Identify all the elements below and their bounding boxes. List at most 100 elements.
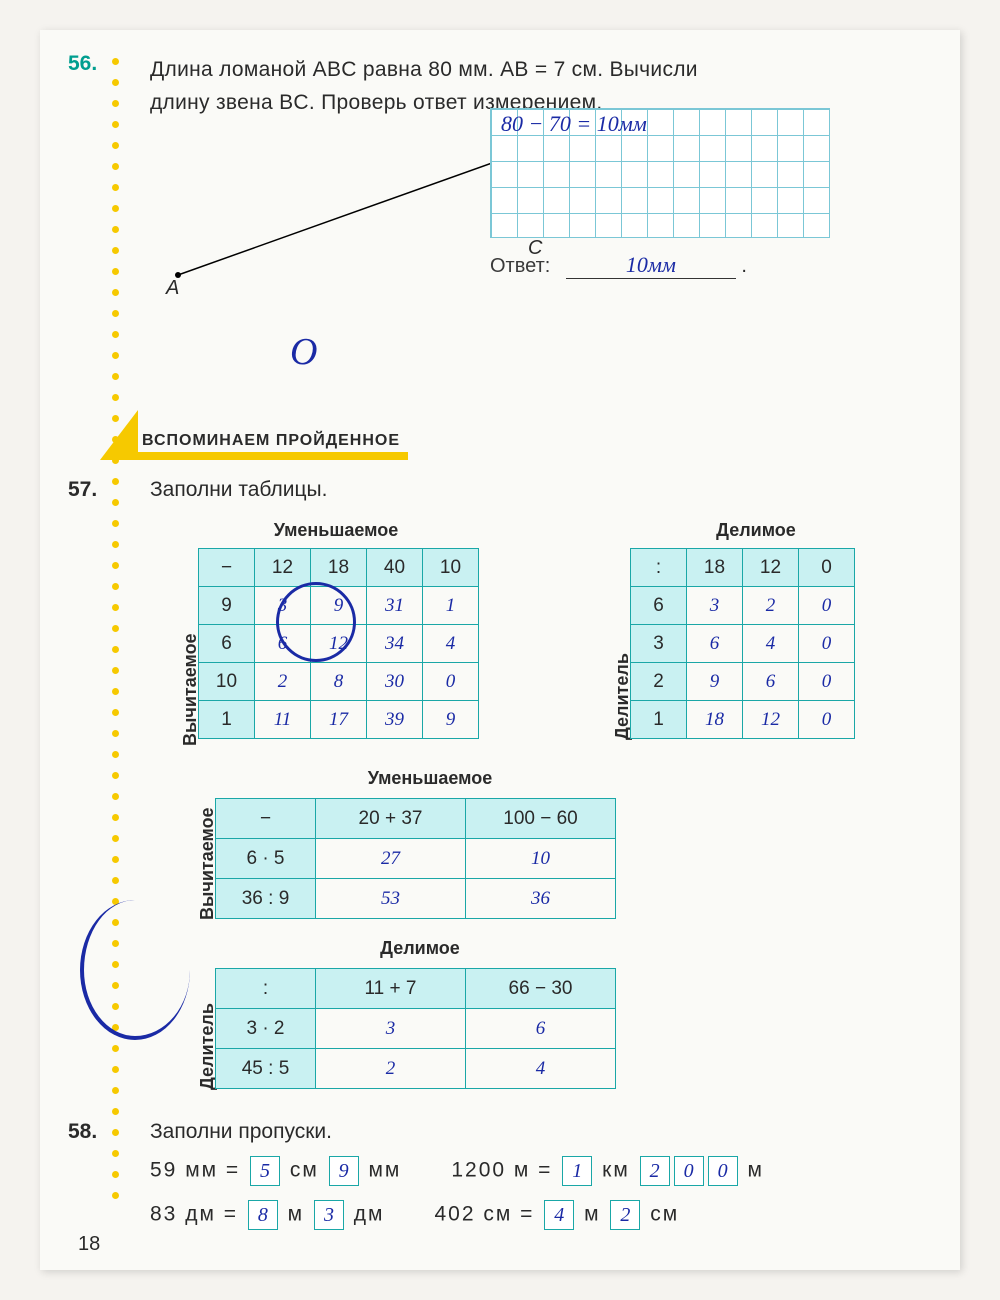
table1-cell: 9 <box>311 587 367 625</box>
unit: м <box>288 1203 304 1226</box>
hand-stroke <box>80 900 190 1040</box>
answer-suffix: . <box>741 255 747 277</box>
fill-box: 9 <box>329 1156 359 1186</box>
table1-cell: 39 <box>367 701 423 739</box>
fill-right: 402 см = 4 м 2 см <box>435 1200 680 1230</box>
fill-box: 8 <box>248 1200 278 1230</box>
table3-cell: 27 <box>316 839 466 879</box>
fill-box: 0 <box>674 1156 704 1186</box>
table4-row: 45 : 5 <box>216 1049 316 1089</box>
table1-cell: 3 <box>255 587 311 625</box>
table4-cell: 6 <box>466 1009 616 1049</box>
table1-cell: 4 <box>423 625 479 663</box>
banner-text: ВСПОМИНАЕМ ПРОЙДЕННОЕ <box>138 430 408 452</box>
handwritten-calc: 80 − 70 = 10мм <box>501 111 647 137</box>
table1-cell: 12 <box>311 625 367 663</box>
table1: − 12 18 40 10 9 3 9 31 1 6 6 12 34 4 10 … <box>198 548 479 739</box>
table2-cell: 0 <box>799 663 855 701</box>
table3-cell: 10 <box>466 839 616 879</box>
fill-right: 1200 м = 1 км 200 м <box>451 1156 764 1186</box>
table1-cell: 0 <box>423 663 479 701</box>
table2-row: 6 <box>631 587 687 625</box>
fill-left: 59 мм = 5 см 9 мм <box>150 1156 401 1186</box>
table1-h-label: Уменьшаемое <box>236 520 436 541</box>
table2-row: 3 <box>631 625 687 663</box>
table1-cell: 31 <box>367 587 423 625</box>
table4-cell: 3 <box>316 1009 466 1049</box>
table2-cell: 2 <box>743 587 799 625</box>
table2-row: 2 <box>631 663 687 701</box>
table2-col: 0 <box>799 549 855 587</box>
table1-cell: 11 <box>255 701 311 739</box>
table1-row: 9 <box>199 587 255 625</box>
table1-col: 10 <box>423 549 479 587</box>
lhs: 59 мм = <box>150 1159 240 1182</box>
table4-col: 66 − 30 <box>466 969 616 1009</box>
answer-value: 10мм <box>566 252 736 279</box>
unit: дм <box>354 1203 385 1226</box>
table1-col: 40 <box>367 549 423 587</box>
table4: : 11 + 7 66 − 30 3 · 2 3 6 45 : 5 2 4 <box>215 968 616 1089</box>
table1-col: 18 <box>311 549 367 587</box>
table1-col: 12 <box>255 549 311 587</box>
unit: м <box>584 1203 600 1226</box>
fill-row: 83 дм = 8 м 3 дм 402 см = 4 м 2 см <box>150 1200 764 1230</box>
fill-box: 5 <box>250 1156 280 1186</box>
fill-box: 0 <box>708 1156 738 1186</box>
lhs: 402 см = <box>435 1203 535 1226</box>
p58-text: Заполни пропуски. <box>150 1120 332 1144</box>
p57-text: Заполни таблицы. <box>150 478 327 502</box>
table2-cell: 0 <box>799 625 855 663</box>
table3-cell: 36 <box>466 879 616 919</box>
table3-op: − <box>216 799 316 839</box>
hand-stroke: O <box>290 330 317 374</box>
table1-cell: 1 <box>423 587 479 625</box>
fill-left: 83 дм = 8 м 3 дм <box>150 1200 385 1230</box>
table2-cell: 0 <box>799 587 855 625</box>
table4-row: 3 · 2 <box>216 1009 316 1049</box>
fill-box: 2 <box>610 1200 640 1230</box>
table1-cell: 2 <box>255 663 311 701</box>
table2-cell: 4 <box>743 625 799 663</box>
fill-box: 3 <box>314 1200 344 1230</box>
table2-cell: 3 <box>687 587 743 625</box>
table2-cell: 9 <box>687 663 743 701</box>
table1-cell: 34 <box>367 625 423 663</box>
unit: мм <box>368 1159 401 1182</box>
banner-triangle <box>100 410 138 460</box>
unit: см <box>650 1203 679 1226</box>
table1-row: 10 <box>199 663 255 701</box>
lhs: 83 дм = <box>150 1203 238 1226</box>
unit: км <box>602 1159 630 1182</box>
table2-cell: 6 <box>687 625 743 663</box>
table2-cell: 12 <box>743 701 799 739</box>
answer-label: Ответ: <box>490 255 550 277</box>
table3-row: 36 : 9 <box>216 879 316 919</box>
banner-underline <box>138 452 408 460</box>
table2-cell: 0 <box>799 701 855 739</box>
table4-h-label: Делимое <box>340 938 500 959</box>
answer-row: Ответ: 10мм . <box>490 252 747 279</box>
fill-blanks: 59 мм = 5 см 9 мм 1200 м = 1 км 200 м 83… <box>150 1156 764 1244</box>
table2-cell: 18 <box>687 701 743 739</box>
fill-box: 1 <box>562 1156 592 1186</box>
table2-col: 18 <box>687 549 743 587</box>
table2-h-label: Делимое <box>676 520 836 541</box>
table4-cell: 4 <box>466 1049 616 1089</box>
table1-cell: 9 <box>423 701 479 739</box>
table2-cell: 6 <box>743 663 799 701</box>
calc-grid: 80 − 70 = 10мм <box>490 108 830 238</box>
point-a: A <box>166 277 179 300</box>
table3-col: 20 + 37 <box>316 799 466 839</box>
table4-cell: 2 <box>316 1049 466 1089</box>
table1-row: 6 <box>199 625 255 663</box>
table4-op: : <box>216 969 316 1009</box>
problem-number-56: 56. <box>68 52 97 76</box>
table2: : 18 12 0 6 3 2 0 3 6 4 0 2 9 6 0 1 18 1… <box>630 548 855 739</box>
table3-h-label: Уменьшаемое <box>330 768 530 789</box>
table3: − 20 + 37 100 − 60 6 · 5 27 10 36 : 9 53… <box>215 798 616 919</box>
table1-cell: 6 <box>255 625 311 663</box>
fill-row: 59 мм = 5 см 9 мм 1200 м = 1 км 200 м <box>150 1156 764 1186</box>
unit: м <box>747 1159 763 1182</box>
margin-dots <box>112 58 120 1199</box>
